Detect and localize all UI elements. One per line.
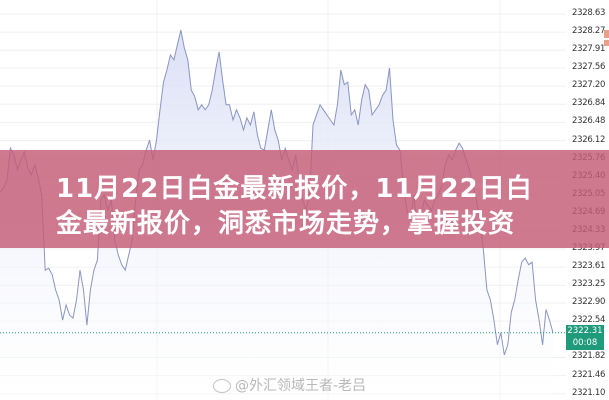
y-tick-label: 2323.97 xyxy=(572,243,606,254)
y-tick-label: 2321.46 xyxy=(572,369,606,380)
y-tick-label: 2327.91 xyxy=(572,44,606,55)
price-line xyxy=(0,29,554,356)
y-tick-label: 2328.27 xyxy=(572,26,606,37)
y-tick-label: 2321.10 xyxy=(572,387,606,398)
y-tick-label: 2326.84 xyxy=(572,98,606,109)
y-tick-label: 2326.12 xyxy=(572,134,606,145)
banner-title-line2: 金最新报价，洞悉市场走势，掌握投资 xyxy=(56,209,516,239)
bar-countdown: 00:08 xyxy=(572,338,598,348)
watermark-text: @外汇领域王者-老吕 xyxy=(235,378,367,394)
y-tick-label: 2327.56 xyxy=(572,61,606,72)
y-tick-label: 2323.61 xyxy=(572,261,606,272)
y-tick-label: 2322.54 xyxy=(572,315,606,326)
title-banner: 11月22日白金最新报价，11月22日白 金最新报价，洞悉市场走势，掌握投资 xyxy=(0,150,609,248)
y-tick-label: 2328.63 xyxy=(572,8,606,18)
edge-marker xyxy=(604,40,609,46)
banner-title-line1: 11月22日白金最新报价，11月22日白 xyxy=(56,174,533,204)
y-tick-label: 2326.48 xyxy=(572,116,606,127)
y-tick-label: 2323.25 xyxy=(572,279,606,290)
y-tick-label: 2321.82 xyxy=(572,351,606,362)
weibo-icon xyxy=(213,379,231,393)
edge-marker xyxy=(604,30,609,38)
watermark: @外汇领域王者-老吕 xyxy=(213,375,366,395)
last-price-badge: 2322.31 00:08 xyxy=(566,325,604,350)
y-tick-label: 2327.20 xyxy=(572,80,606,91)
y-tick-label: 2322.90 xyxy=(572,296,606,307)
last-price-value: 2322.31 xyxy=(567,326,603,336)
